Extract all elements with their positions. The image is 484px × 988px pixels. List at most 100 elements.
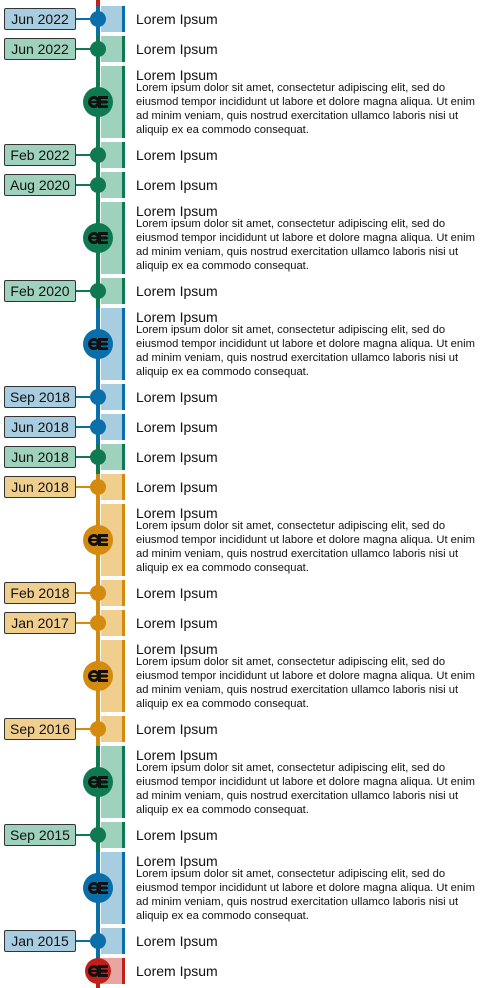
- date-label: Feb 2022: [4, 144, 76, 166]
- date-connector: [76, 290, 96, 292]
- date-label: Aug 2020: [4, 174, 76, 196]
- date-label: Feb 2020: [4, 280, 76, 302]
- range-marker: [83, 87, 113, 117]
- date-label: Sep 2016: [4, 718, 76, 740]
- timeline-bar-edge: [122, 474, 125, 500]
- date-connector: [76, 48, 96, 50]
- range-description: Lorem ipsum dolor sit amet, consectetur …: [136, 218, 475, 272]
- event-dot: [90, 827, 106, 843]
- timeline-bar: [101, 610, 125, 636]
- date-label: Jun 2022: [4, 8, 76, 30]
- date-label: Jun 2018: [4, 446, 76, 468]
- range-title: Lorem Ipsum: [136, 203, 218, 219]
- oe-logo-icon: [87, 95, 109, 109]
- date-connector: [76, 18, 96, 20]
- event-title: Lorem Ipsum: [136, 933, 218, 949]
- oe-logo-icon: [87, 669, 109, 683]
- date-connector: [76, 486, 96, 488]
- timeline-bar-edge: [122, 278, 125, 304]
- event-dot: [90, 479, 106, 495]
- timeline-bar-edge: [122, 580, 125, 606]
- event-title: Lorem Ipsum: [136, 41, 218, 57]
- oe-logo-icon: [87, 533, 109, 547]
- date-connector: [76, 592, 96, 594]
- timeline-line-top: [96, 0, 100, 6]
- event-dot: [90, 147, 106, 163]
- timeline-bar-edge: [122, 308, 125, 380]
- range-marker: [83, 767, 113, 797]
- event-title: Lorem Ipsum: [136, 147, 218, 163]
- timeline-bar-edge: [122, 414, 125, 440]
- date-connector: [76, 834, 96, 836]
- oe-logo-icon: [87, 881, 109, 895]
- date-connector: [76, 184, 96, 186]
- date-label: Jan 2015: [4, 930, 76, 952]
- event-dot: [90, 585, 106, 601]
- timeline-bar-edge: [122, 36, 125, 62]
- range-title: Lorem Ipsum: [136, 641, 218, 657]
- range-title: Lorem Ipsum: [136, 853, 218, 869]
- timeline-bar-edge: [122, 928, 125, 954]
- event-dot: [90, 11, 106, 27]
- timeline-bar-edge: [122, 172, 125, 198]
- date-label: Jun 2018: [4, 476, 76, 498]
- timeline-bar-edge: [122, 822, 125, 848]
- timeline-bar-edge: [122, 852, 125, 924]
- range-title: Lorem Ipsum: [136, 505, 218, 521]
- event-dot: [90, 721, 106, 737]
- date-connector: [76, 456, 96, 458]
- range-title: Lorem Ipsum: [136, 309, 218, 325]
- range-description: Lorem ipsum dolor sit amet, consectetur …: [136, 762, 475, 816]
- event-title: Lorem Ipsum: [136, 615, 218, 631]
- range-description: Lorem ipsum dolor sit amet, consectetur …: [136, 82, 475, 136]
- timeline-bar-edge: [122, 66, 125, 138]
- range-marker: [83, 873, 113, 903]
- event-title: Lorem Ipsum: [136, 479, 218, 495]
- timeline-bar-edge: [122, 384, 125, 410]
- range-description: Lorem ipsum dolor sit amet, consectetur …: [136, 656, 475, 710]
- timeline-bar-edge: [122, 610, 125, 636]
- date-label: Feb 2018: [4, 582, 76, 604]
- event-dot: [90, 41, 106, 57]
- timeline-bar: [101, 202, 125, 274]
- timeline-bar-edge: [122, 958, 125, 984]
- timeline-bar-edge: [122, 640, 125, 712]
- event-title: Lorem Ipsum: [136, 419, 218, 435]
- event-dot: [90, 177, 106, 193]
- event-title: Lorem Ipsum: [136, 721, 218, 737]
- event-dot: [90, 449, 106, 465]
- range-description: Lorem ipsum dolor sit amet, consectetur …: [136, 868, 475, 922]
- event-title: Lorem Ipsum: [136, 11, 218, 27]
- timeline-bar-edge: [122, 444, 125, 470]
- timeline-bar-edge: [122, 202, 125, 274]
- date-label: Sep 2015: [4, 824, 76, 846]
- range-description: Lorem ipsum dolor sit amet, consectetur …: [136, 520, 475, 574]
- event-dot: [90, 615, 106, 631]
- date-label: Sep 2018: [4, 386, 76, 408]
- timeline-bar: [101, 474, 125, 500]
- date-label: Jun 2018: [4, 416, 76, 438]
- date-connector: [76, 426, 96, 428]
- timeline-bar-edge: [122, 142, 125, 168]
- event-title: Lorem Ipsum: [136, 389, 218, 405]
- date-label: Jan 2017: [4, 612, 76, 634]
- event-dot: [90, 283, 106, 299]
- timeline-bar-edge: [122, 6, 125, 32]
- date-connector: [76, 940, 96, 942]
- date-label: Jun 2022: [4, 38, 76, 60]
- timeline-bar: [101, 142, 125, 168]
- range-description: Lorem ipsum dolor sit amet, consectetur …: [136, 324, 475, 378]
- timeline-bar-edge: [122, 746, 125, 818]
- date-connector: [76, 622, 96, 624]
- range-marker: [83, 525, 113, 555]
- date-connector: [76, 154, 96, 156]
- timeline-bar-edge: [122, 716, 125, 742]
- event-dot: [90, 389, 106, 405]
- event-title: Lorem Ipsum: [136, 585, 218, 601]
- date-connector: [76, 728, 96, 730]
- range-marker: [83, 223, 113, 253]
- range-marker: [83, 329, 113, 359]
- range-title: Lorem Ipsum: [136, 67, 218, 83]
- oe-logo-icon: [87, 337, 109, 351]
- oe-logo-icon: [87, 964, 109, 978]
